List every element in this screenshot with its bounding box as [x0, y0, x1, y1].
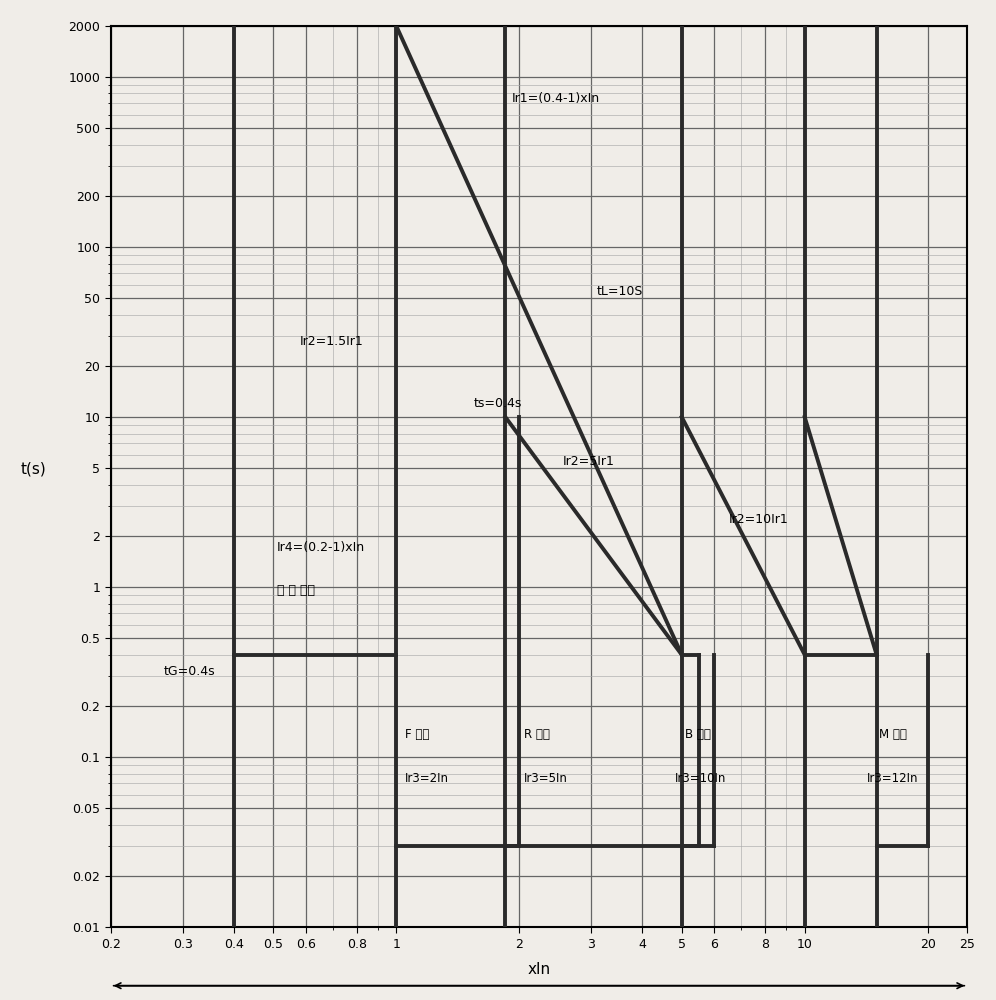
Text: 适 用 四极: 适 用 四极: [277, 584, 315, 597]
Text: ts=0.4s: ts=0.4s: [474, 397, 522, 410]
Text: Ir3=12In: Ir3=12In: [867, 772, 918, 785]
Text: tL=10S: tL=10S: [597, 285, 643, 298]
Text: Ir3=10In: Ir3=10In: [674, 772, 726, 785]
Text: tG=0.4s: tG=0.4s: [164, 665, 215, 678]
Text: Ir3=5In: Ir3=5In: [524, 772, 568, 785]
Text: Ir2=1.5Ir1: Ir2=1.5Ir1: [300, 335, 364, 348]
Text: B 曲线: B 曲线: [685, 728, 711, 741]
Text: R 曲线: R 曲线: [524, 728, 550, 741]
Text: Ir2=5Ir1: Ir2=5Ir1: [563, 455, 615, 468]
Y-axis label: t(s): t(s): [21, 461, 47, 476]
Text: Ir1=(0.4-1)xIn: Ir1=(0.4-1)xIn: [512, 92, 600, 105]
Text: M 曲线: M 曲线: [878, 728, 906, 741]
Text: F 曲线: F 曲线: [405, 728, 429, 741]
X-axis label: xIn: xIn: [528, 962, 551, 977]
Text: Ir2=10Ir1: Ir2=10Ir1: [728, 513, 788, 526]
Text: Ir4=(0.2-1)xIn: Ir4=(0.2-1)xIn: [277, 541, 365, 554]
Text: Ir3=2In: Ir3=2In: [405, 772, 449, 785]
